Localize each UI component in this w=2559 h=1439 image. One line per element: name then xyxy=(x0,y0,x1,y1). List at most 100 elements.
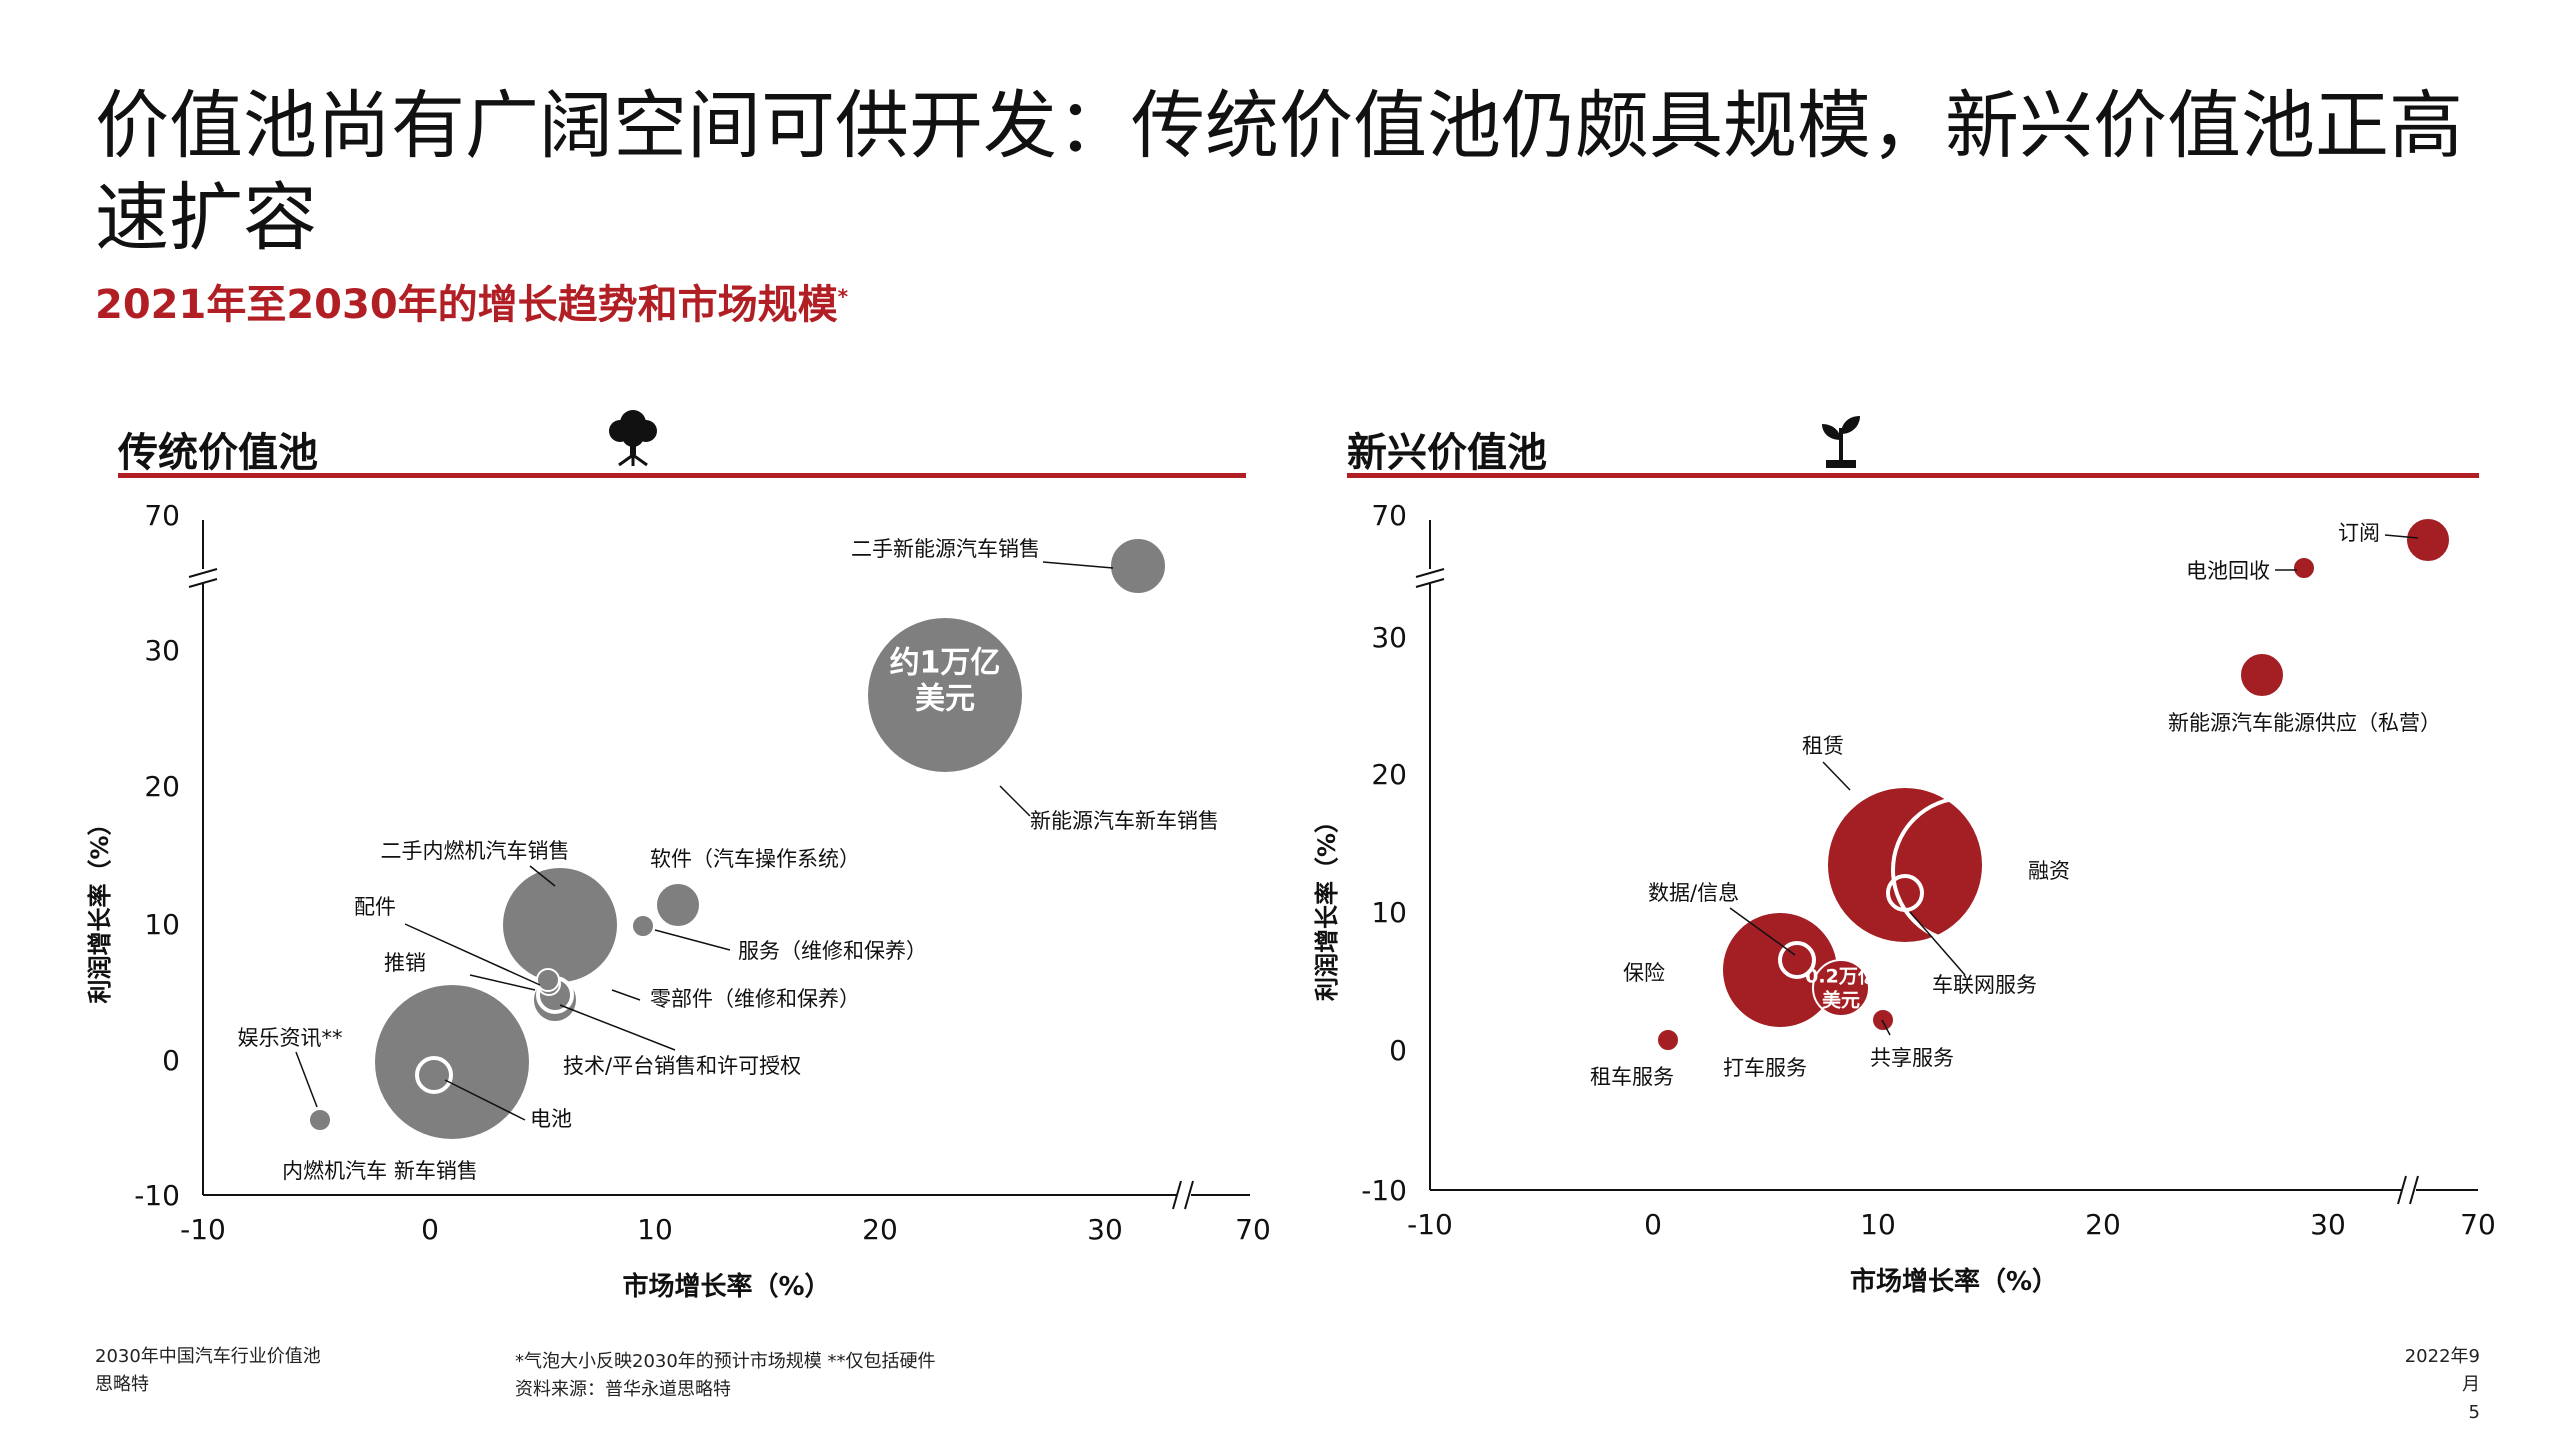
y-axis-break-gap xyxy=(187,569,219,583)
leader-line xyxy=(559,1004,676,1051)
page-title: 价值池尚有广阔空间可供开发：传统价值池仍颇具规模，新兴价值池正高速扩容 xyxy=(95,83,2463,261)
bubble-marker xyxy=(631,914,655,938)
bubble-marker xyxy=(1778,941,1816,979)
bubble-marker xyxy=(2239,652,2285,698)
data-label: 数据/信息 xyxy=(1648,881,1739,905)
y-tick-label: 10 xyxy=(144,908,180,941)
chart-subtitle: 2021年至2030年的增长趋势和市场规模* xyxy=(95,282,849,328)
x-tick-label: -10 xyxy=(180,1213,226,1246)
footer-right: 2022年9月 5 xyxy=(2390,1343,2480,1427)
leader-line xyxy=(1042,561,1114,569)
leader-line xyxy=(1881,1019,1891,1036)
page-number: 5 xyxy=(2468,1402,2480,1423)
leader-line xyxy=(444,1079,526,1121)
footer-source-title: 2030年中国汽车行业价值池 xyxy=(95,1346,321,1367)
data-label: 共享服务 xyxy=(1870,1046,1954,1070)
bubble-size-annotation: 0.2万亿 xyxy=(1805,965,1877,988)
bubble-marker xyxy=(373,983,531,1141)
bubble-marker xyxy=(308,1108,332,1132)
data-label: 租车服务 xyxy=(1590,1065,1674,1089)
y-tick-label: 20 xyxy=(1371,758,1407,791)
data-label: 电池回收 xyxy=(2186,559,2270,583)
leader-line xyxy=(404,923,541,986)
bubble-marker xyxy=(536,968,560,992)
bubble-marker xyxy=(1886,874,1924,912)
x-tick-label: 20 xyxy=(2085,1208,2121,1241)
data-label: 服务（维修和保养） xyxy=(738,939,927,963)
y-tick-label: 20 xyxy=(144,770,180,803)
footer-notes: *气泡大小反映2030年的预计市场规模 **仅包括硬件 资料来源：普华永道思略特 xyxy=(515,1348,936,1404)
bubble-marker xyxy=(866,616,1024,774)
y-axis-break-mark xyxy=(1415,578,1445,588)
data-label: 软件（汽车操作系统） xyxy=(650,847,860,871)
x-axis-break-mark xyxy=(1172,1180,1182,1210)
x-axis-break-mark xyxy=(1184,1180,1194,1210)
leader-line xyxy=(1729,907,1796,956)
data-label: 电池 xyxy=(530,1107,572,1131)
panel-title-traditional: 传统价值池 xyxy=(118,430,318,476)
panel-rule-emerging xyxy=(1347,473,2479,478)
footer-bubble-note: *气泡大小反映2030年的预计市场规模 **仅包括硬件 xyxy=(515,1351,936,1372)
x-tick-label: 30 xyxy=(2310,1208,2346,1241)
leader-line xyxy=(295,1051,318,1108)
data-label: 推销 xyxy=(384,951,426,975)
bubble-marker xyxy=(1891,796,2039,944)
x-tick-label: 10 xyxy=(1860,1208,1896,1241)
leader-line xyxy=(1822,761,1851,791)
x-tick-label: 10 xyxy=(637,1213,673,1246)
bubble-size-annotation: 美元 xyxy=(915,682,975,717)
data-label: 订阅 xyxy=(2338,521,2380,545)
footer-brand: 思略特 xyxy=(95,1374,149,1395)
data-label: 技术/平台销售和许可授权 xyxy=(563,1054,801,1078)
bubble-marker xyxy=(1109,537,1167,595)
bubble-size-annotation: 美元 xyxy=(1822,989,1860,1012)
y-axis-break-mark xyxy=(1415,568,1445,578)
leader-line xyxy=(999,785,1031,817)
x-tick-label: 70 xyxy=(2460,1208,2496,1241)
footer-date: 2022年9月 xyxy=(2404,1346,2480,1395)
y-tick-label: 0 xyxy=(1389,1034,1407,1067)
x-axis-break-mark xyxy=(2397,1175,2407,1205)
tree-icon xyxy=(605,405,661,471)
leader-line xyxy=(1909,911,1966,976)
y-tick-label: 10 xyxy=(1371,896,1407,929)
x-axis-title: 市场增长率（%） xyxy=(1850,1266,2058,1297)
x-tick-label: 30 xyxy=(1087,1213,1123,1246)
y-axis-break-mark xyxy=(188,578,218,588)
data-label: 二手内燃机汽车销售 xyxy=(381,839,570,863)
y-axis-break-mark xyxy=(188,568,218,578)
y-tick-label: -10 xyxy=(134,1179,180,1212)
data-label: 配件 xyxy=(354,895,396,919)
footer-left: 2030年中国汽车行业价值池 思略特 xyxy=(95,1343,321,1399)
leader-line xyxy=(654,929,731,951)
footnote-mark: * xyxy=(837,284,849,309)
y-tick-label: 0 xyxy=(162,1044,180,1077)
bubble-marker xyxy=(2405,517,2451,563)
y-axis-title: 利润增长率（%） xyxy=(86,811,114,1003)
y-tick-label: 70 xyxy=(144,499,180,532)
data-label: 零部件（维修和保养） xyxy=(650,987,860,1011)
data-label: 保险 xyxy=(1623,961,1665,985)
y-tick-label: -10 xyxy=(1361,1174,1407,1207)
leader-line xyxy=(469,974,536,991)
x-tick-label: 20 xyxy=(862,1213,898,1246)
leader-line xyxy=(611,989,641,1001)
panel-rule-traditional xyxy=(118,473,1246,478)
x-axis-title: 市场增长率（%） xyxy=(622,1271,830,1302)
sprout-icon xyxy=(1818,410,1864,474)
bubble-marker xyxy=(1656,1028,1680,1052)
leader-line xyxy=(529,865,556,887)
y-axis-title: 利润增长率（%） xyxy=(1313,809,1341,1001)
leader-line xyxy=(2384,534,2419,539)
data-label: 融资 xyxy=(2028,859,2070,883)
bubble-marker xyxy=(415,1056,453,1094)
x-tick-label: 0 xyxy=(1644,1208,1662,1241)
data-label: 新能源汽车能源供应（私营） xyxy=(2168,711,2441,735)
bubble-marker xyxy=(1812,959,1870,1017)
data-label: 娱乐资讯** xyxy=(238,1026,343,1050)
data-label: 新能源汽车新车销售 xyxy=(1030,809,1219,833)
bubble-marker xyxy=(1871,1008,1895,1032)
bubble-size-annotation: 约1万亿 xyxy=(890,646,1001,681)
